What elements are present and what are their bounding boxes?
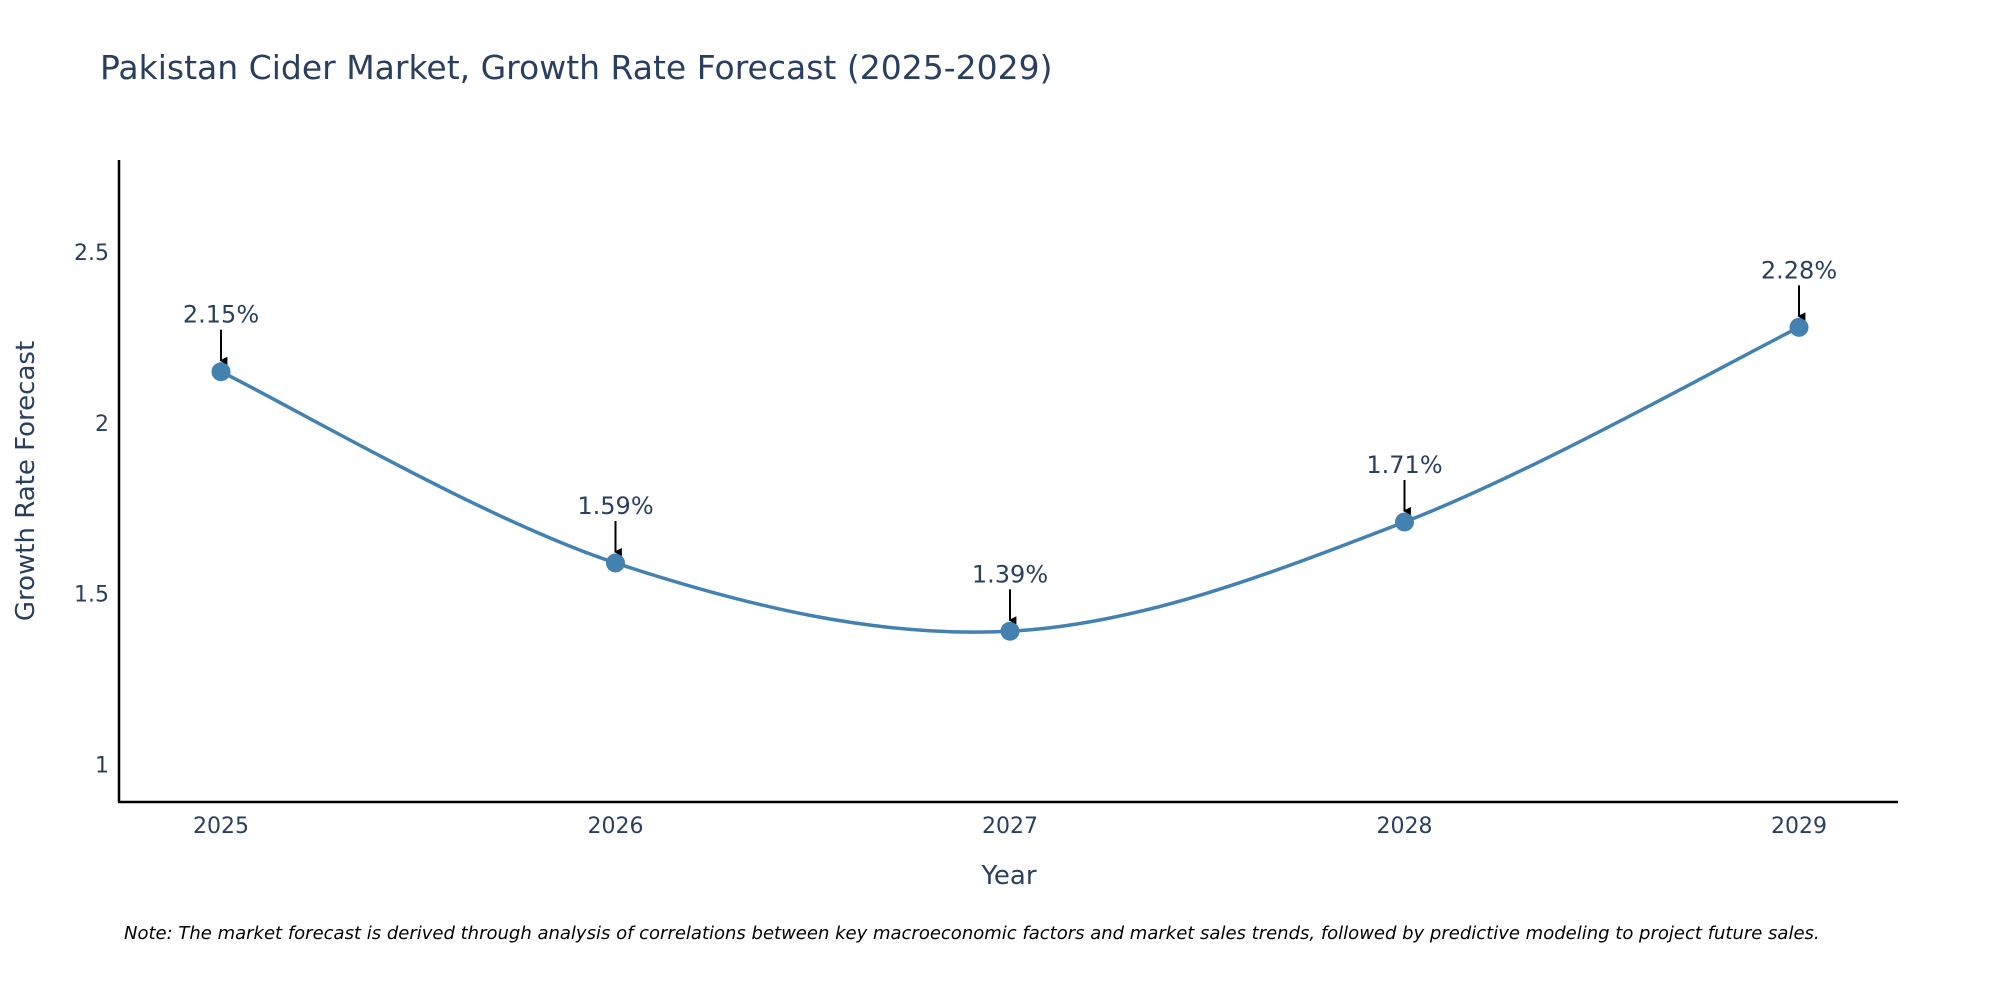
- data-label: 2.15%: [183, 301, 259, 329]
- x-tick-label: 2026: [588, 814, 644, 839]
- y-tick-label: 1.5: [74, 583, 109, 608]
- y-tick-label: 2.5: [74, 241, 109, 266]
- y-tick-label: 2: [95, 412, 109, 437]
- data-annotations: 2.15% 1.59% 1.39% 1.71% 2.28%: [183, 256, 1837, 625]
- y-axis-title: Growth Rate Forecast: [11, 341, 41, 621]
- x-tick-label: 2027: [982, 814, 1038, 839]
- x-axis-ticks: 2025 2026 2027 2028 2029: [193, 814, 1827, 839]
- data-point: [606, 553, 625, 573]
- y-tick-label: 1: [95, 753, 109, 778]
- x-tick-label: 2028: [1377, 814, 1433, 839]
- x-axis-title: Year: [980, 861, 1036, 891]
- chart-title: Pakistan Cider Market, Growth Rate Forec…: [100, 48, 1052, 87]
- y-axis-ticks: 1 1.5 2 2.5: [74, 241, 109, 778]
- x-tick-label: 2025: [193, 814, 249, 839]
- data-label: 1.39%: [972, 560, 1048, 588]
- data-label: 2.28%: [1761, 256, 1837, 284]
- data-point: [1789, 317, 1809, 337]
- data-points: [211, 317, 1809, 641]
- x-tick-label: 2029: [1771, 814, 1827, 839]
- data-point: [1395, 512, 1414, 532]
- data-point: [1000, 621, 1020, 641]
- data-point: [211, 362, 231, 382]
- data-label: 1.71%: [1366, 451, 1442, 479]
- chart-note: Note: The market forecast is derived thr…: [124, 923, 1820, 944]
- data-label: 1.59%: [577, 492, 653, 520]
